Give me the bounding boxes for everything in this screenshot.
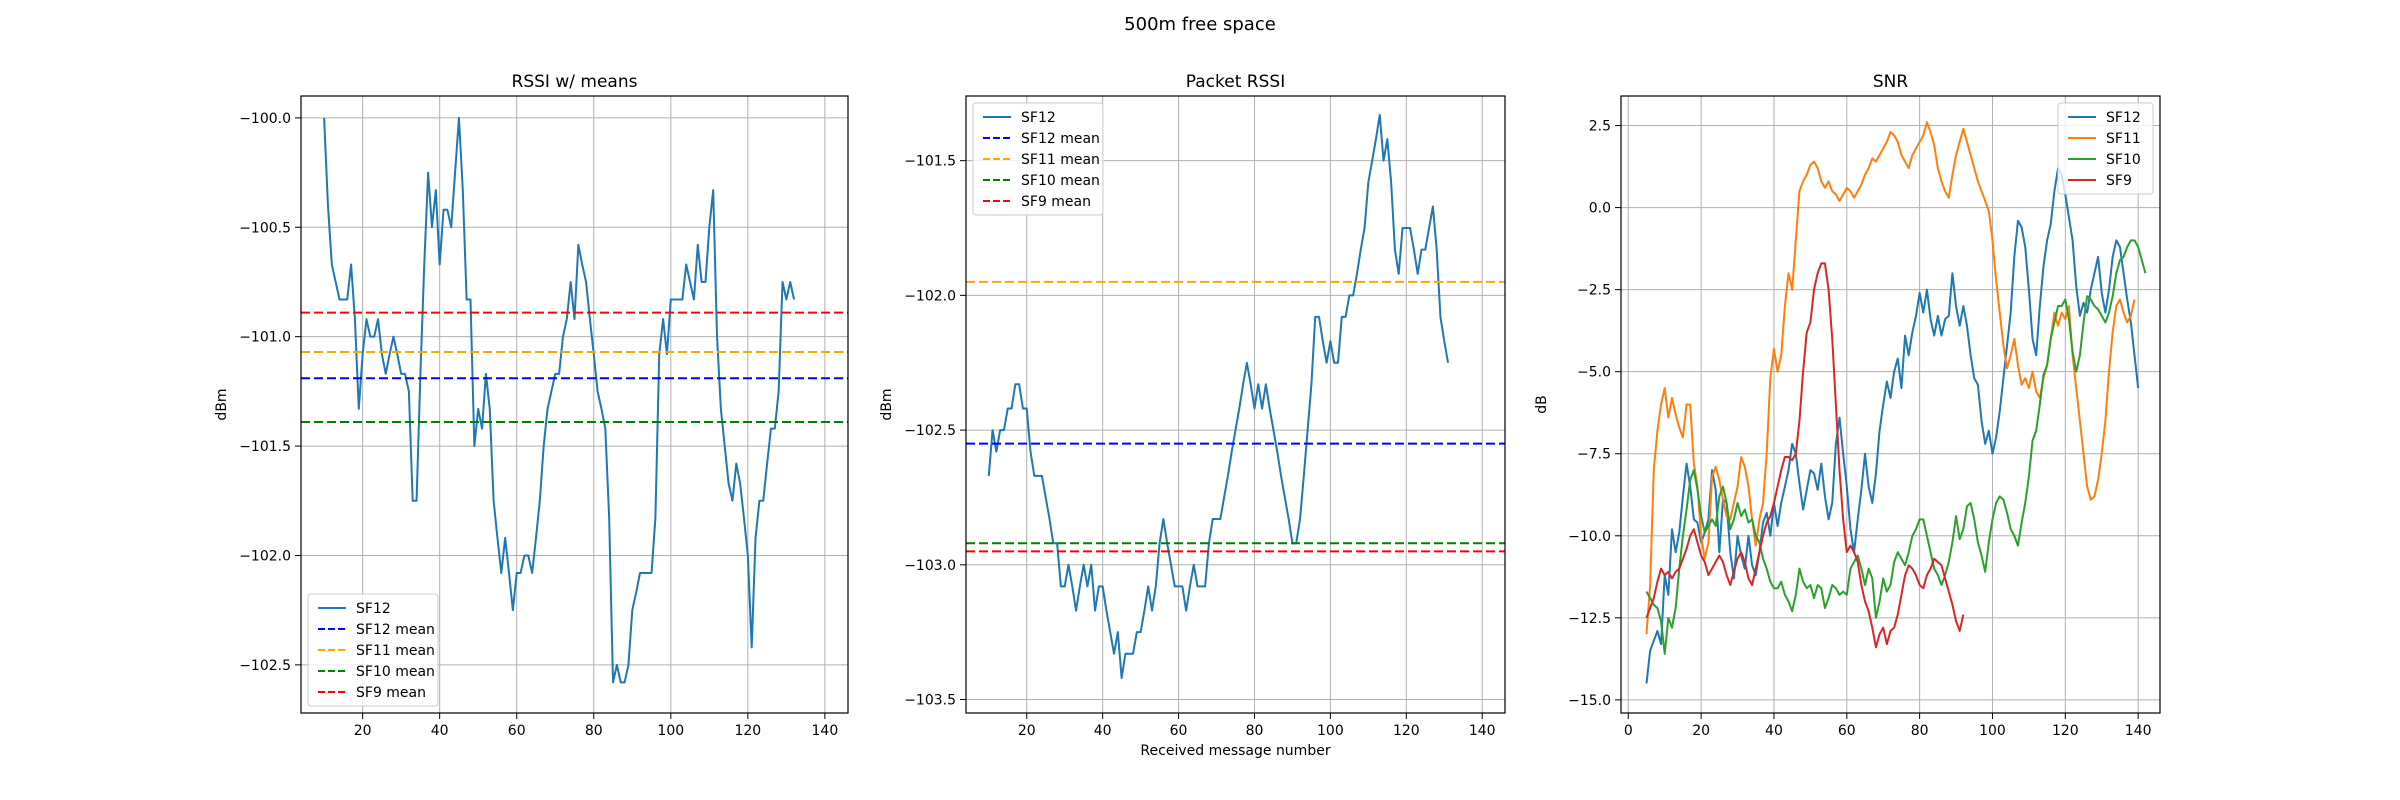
legend-label-sf12-mean: SF12 mean xyxy=(1021,131,1100,147)
x-tick-label: 100 xyxy=(1317,723,1344,739)
legend-label-sf9-mean: SF9 mean xyxy=(356,685,426,701)
legend-label-sf12: SF12 xyxy=(1021,110,1056,126)
y-axis-label: dB xyxy=(1534,395,1550,414)
axes-frame xyxy=(965,95,1506,714)
y-axis-label: dBm xyxy=(214,388,230,420)
x-tick-label: 60 xyxy=(1170,723,1188,739)
x-tick-label: 20 xyxy=(1692,723,1710,739)
legend-label-sf9-mean: SF9 mean xyxy=(1021,194,1091,210)
y-tick-label: −102.5 xyxy=(904,423,956,439)
legend-label-sf12: SF12 xyxy=(2106,110,2141,126)
axes-frame xyxy=(300,95,849,714)
y-tick-label: −102.0 xyxy=(904,288,956,304)
x-tick-label: 120 xyxy=(2052,723,2079,739)
y-tick-label: −5.0 xyxy=(1577,365,1611,381)
subplot-packet-rssi: 20 40 60 80 100 120 140 −101.5 −102.0 −102.5 −103.… xyxy=(879,72,1506,759)
axes-frame xyxy=(1620,95,2161,714)
subplot-snr: 0 20 40 60 80 100 120 140 2.5 0.0 −2.5 −5.0 −7.5 −10.… xyxy=(1534,72,2161,739)
y-tick-label: −103.0 xyxy=(904,558,956,574)
x-tick-label: 100 xyxy=(1979,723,2006,739)
x-tick-label: 60 xyxy=(1838,723,1856,739)
plot-area xyxy=(966,113,1505,679)
subplot-rssi-means: 20 40 60 80 100 120 140 −100.0 −100.5 −101.0 −101.… xyxy=(214,72,849,739)
figure-title: 500m free space xyxy=(1124,14,1276,35)
y-tick-label: −102.0 xyxy=(239,548,291,564)
y-tick-label: 0.0 xyxy=(1589,201,1611,217)
legend-label-sf11: SF11 xyxy=(2106,131,2141,147)
y-tick-label: −7.5 xyxy=(1577,447,1611,463)
axes-title: Packet RSSI xyxy=(1186,72,1285,92)
x-tick-label: 40 xyxy=(1765,723,1783,739)
y-axis-label: dBm xyxy=(879,388,895,420)
y-tick-label: −2.5 xyxy=(1577,283,1611,299)
x-tick-label: 140 xyxy=(2125,723,2152,739)
x-tick-label: 60 xyxy=(508,723,526,739)
legend-label-sf11-mean: SF11 mean xyxy=(1021,152,1100,168)
legend-label-sf9: SF9 xyxy=(2106,173,2132,189)
plot-area xyxy=(301,116,848,684)
x-tick-label: 20 xyxy=(1018,723,1036,739)
series-sf9-line xyxy=(1645,262,1965,649)
legend-box xyxy=(307,593,439,707)
y-tick-label: −100.5 xyxy=(239,220,291,236)
legend-label-sf10: SF10 xyxy=(2106,152,2141,168)
series-sf12-line xyxy=(1645,167,2140,684)
y-tick-label: −10.0 xyxy=(1568,529,1611,545)
x-tick-label: 40 xyxy=(431,723,449,739)
legend: SF12 SF12 mean SF11 mean SF10 mean SF9 mean xyxy=(972,102,1104,216)
legend-label-sf11-mean: SF11 mean xyxy=(356,643,435,659)
legend: SF12 SF12 mean SF11 mean SF10 mean SF9 mean xyxy=(307,593,439,707)
y-tick-label: −101.5 xyxy=(904,154,956,170)
y-tick-label: −101.0 xyxy=(239,330,291,346)
axes-title: RSSI w/ means xyxy=(512,72,638,92)
x-tick-label: 20 xyxy=(354,723,372,739)
series-sf10-line xyxy=(1645,239,2147,655)
legend-box xyxy=(972,102,1104,216)
x-tick-label: 80 xyxy=(1911,723,1929,739)
legend-label-sf12-mean: SF12 mean xyxy=(356,622,435,638)
x-tick-label: 140 xyxy=(812,723,839,739)
plot-area xyxy=(1645,121,2147,684)
legend: SF12 SF11 SF10 SF9 xyxy=(2057,102,2154,195)
x-tick-label: 80 xyxy=(1246,723,1264,739)
x-tick-label: 40 xyxy=(1094,723,1112,739)
legend-label-sf12: SF12 xyxy=(356,601,391,617)
x-tick-label: 120 xyxy=(1393,723,1420,739)
y-tick-label: 2.5 xyxy=(1589,119,1611,135)
y-tick-label: −12.5 xyxy=(1568,611,1611,627)
series-sf12-line xyxy=(323,116,796,684)
x-tick-label: 0 xyxy=(1624,723,1633,739)
y-tick-label: −103.5 xyxy=(904,693,956,709)
axes-title: SNR xyxy=(1873,72,1909,92)
series-sf12-line xyxy=(987,113,1450,679)
legend-box xyxy=(2057,102,2154,195)
legend-label-sf10-mean: SF10 mean xyxy=(356,664,435,680)
y-tick-label: −102.5 xyxy=(239,658,291,674)
y-tick-label: −100.0 xyxy=(239,111,291,127)
x-tick-label: 80 xyxy=(585,723,603,739)
y-tick-label: −101.5 xyxy=(239,439,291,455)
y-tick-label: −15.0 xyxy=(1568,693,1611,709)
x-tick-label: 100 xyxy=(657,723,684,739)
x-axis-label: Received message number xyxy=(1140,743,1330,759)
legend-label-sf10-mean: SF10 mean xyxy=(1021,173,1100,189)
x-tick-label: 120 xyxy=(734,723,761,739)
x-tick-label: 140 xyxy=(1469,723,1496,739)
